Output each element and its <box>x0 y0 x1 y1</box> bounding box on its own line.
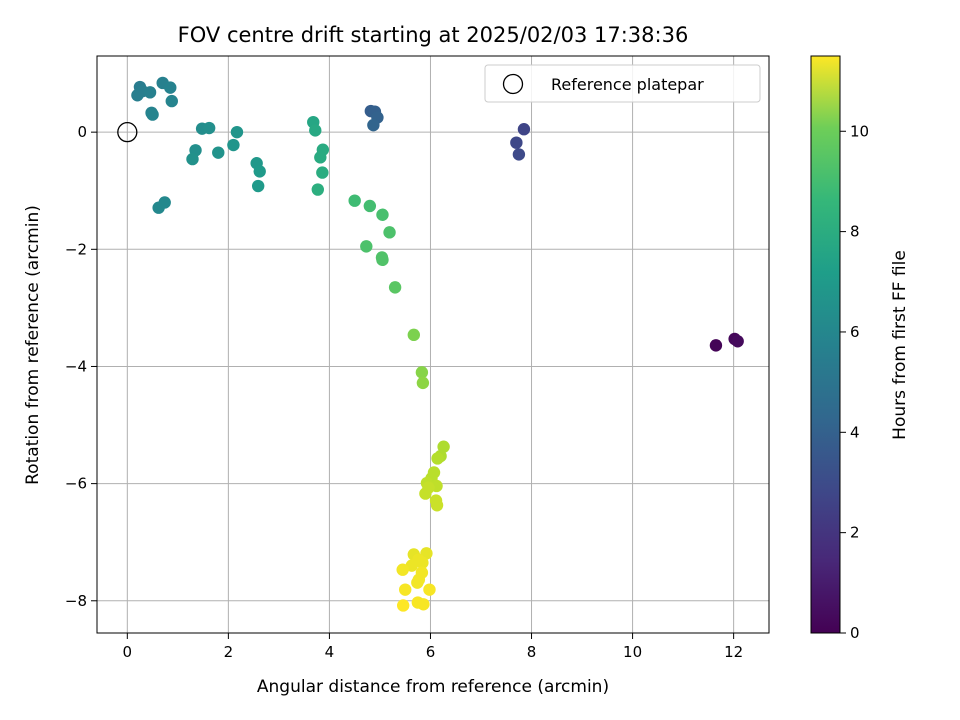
x-tick-label: 8 <box>527 643 537 661</box>
legend-box <box>484 64 761 103</box>
y-axis-ticks: −8 −6 −4 −2 0 <box>65 123 97 610</box>
y-tick-label: −2 <box>65 240 87 258</box>
data-point <box>376 208 389 221</box>
data-point <box>311 183 324 196</box>
data-point <box>251 179 265 193</box>
data-point <box>388 281 402 294</box>
data-point <box>383 226 396 239</box>
data-point <box>360 240 373 253</box>
data-point <box>212 146 225 159</box>
colorbar-tick-label: 6 <box>850 323 860 341</box>
data-point <box>164 81 177 94</box>
data-point <box>416 376 430 390</box>
legend-marker-icon <box>502 73 524 95</box>
data-point <box>158 196 171 209</box>
data-point <box>423 583 436 596</box>
chart-title: FOV centre drift starting at 2025/02/03 … <box>178 23 689 47</box>
data-point <box>417 598 430 611</box>
data-point <box>376 253 389 267</box>
data-point <box>202 121 216 135</box>
data-point <box>253 165 266 178</box>
data-point <box>407 328 420 342</box>
data-points <box>131 76 744 612</box>
data-point <box>143 86 157 99</box>
x-tick-label: 6 <box>426 643 436 661</box>
data-point <box>431 452 444 465</box>
y-tick-label: −8 <box>65 592 87 610</box>
legend: Reference platepar <box>484 64 761 103</box>
data-point <box>415 366 429 379</box>
data-point <box>430 499 444 512</box>
data-point <box>146 108 159 121</box>
data-point <box>709 339 723 352</box>
x-tick-label: 4 <box>325 643 335 661</box>
x-tick-label: 12 <box>724 643 743 661</box>
grid-lines <box>97 56 769 633</box>
data-point <box>419 487 432 500</box>
colorbar-tick-label: 0 <box>850 624 860 642</box>
data-point <box>399 583 412 596</box>
colorbar-ticks: 0 2 4 6 8 10 <box>840 122 869 642</box>
colorbar-tick-label: 4 <box>850 423 860 441</box>
x-tick-label: 2 <box>224 643 234 661</box>
y-axis-label: Rotation from reference (arcmin) <box>23 205 43 485</box>
legend-entry: Reference platepar <box>551 75 704 94</box>
data-point <box>230 125 244 139</box>
data-point <box>363 199 377 213</box>
data-point <box>227 138 240 152</box>
data-point <box>396 563 409 576</box>
y-tick-label: −4 <box>65 357 87 375</box>
colorbar: 0 2 4 6 8 10 Hours from first FF file <box>810 55 910 642</box>
colorbar-tick-label: 2 <box>850 524 860 542</box>
data-point <box>316 166 329 179</box>
data-point <box>165 94 178 108</box>
colorbar-gradient <box>810 55 841 634</box>
data-point <box>512 148 526 161</box>
data-point <box>416 556 429 569</box>
x-axis-ticks: 0 2 4 6 8 10 12 <box>123 633 743 661</box>
data-point <box>367 118 380 132</box>
data-point <box>731 335 744 348</box>
y-tick-label: −6 <box>65 475 87 493</box>
reference-point <box>117 122 138 143</box>
data-point <box>510 136 523 149</box>
x-tick-label: 0 <box>123 643 133 661</box>
data-point <box>131 89 144 102</box>
reference-marker-icon <box>117 122 138 143</box>
y-tick-label: 0 <box>77 123 87 141</box>
colorbar-label: Hours from first FF file <box>890 250 910 440</box>
x-axis-label: Angular distance from reference (arcmin) <box>257 677 609 697</box>
data-point <box>309 124 322 137</box>
data-point <box>348 194 361 207</box>
colorbar-tick-label: 10 <box>850 122 869 140</box>
data-point <box>437 440 450 453</box>
data-point <box>396 599 410 612</box>
data-point <box>314 151 327 164</box>
plot-frame <box>96 55 770 634</box>
data-point <box>517 123 531 136</box>
x-tick-label: 10 <box>623 643 642 661</box>
colorbar-tick-label: 8 <box>850 223 860 241</box>
data-point <box>411 576 424 589</box>
data-point <box>186 152 199 166</box>
